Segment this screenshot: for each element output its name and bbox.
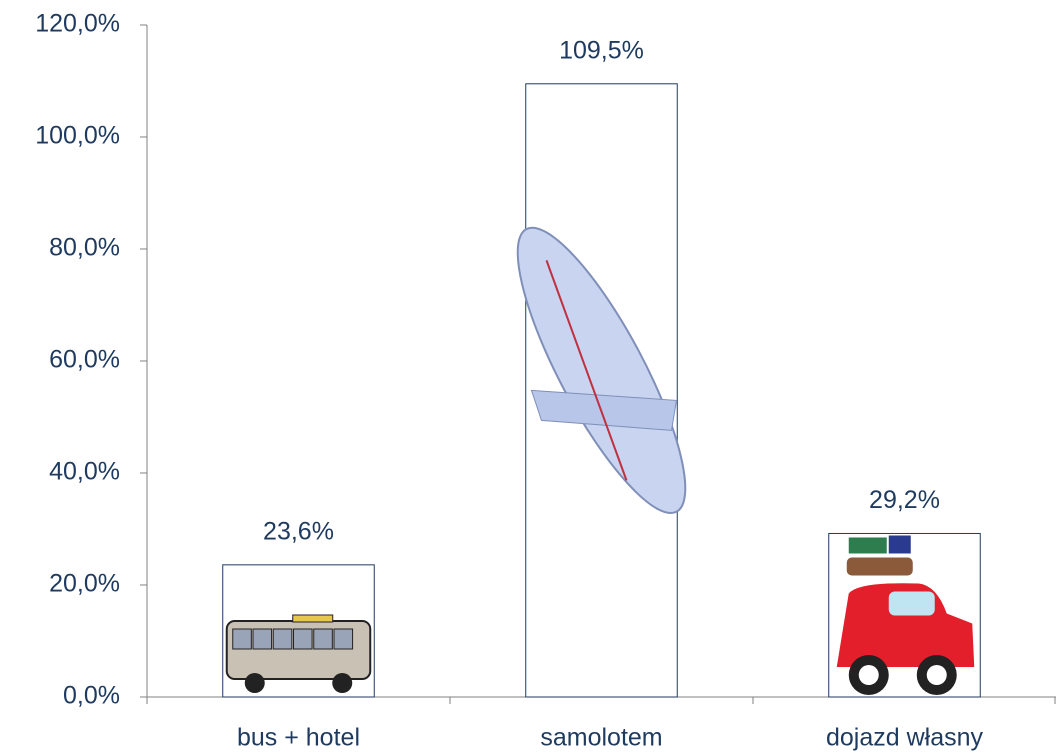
y-tick-label: 20,0%	[49, 570, 120, 598]
bar-icon	[225, 614, 372, 693]
y-tick-label: 60,0%	[49, 346, 120, 374]
icon-part	[926, 665, 947, 685]
y-tick-label: 40,0%	[49, 458, 120, 486]
icon-part	[858, 665, 879, 685]
icon-part	[272, 628, 293, 650]
icon-part	[836, 583, 975, 667]
bar-icon	[516, 226, 687, 515]
y-tick-label: 0,0%	[63, 682, 120, 710]
icon-part	[888, 535, 911, 554]
value-label: 23,6%	[263, 517, 334, 545]
icon-part	[888, 591, 935, 616]
icon-part	[848, 537, 887, 554]
icon-part	[332, 673, 353, 693]
y-tick-label: 80,0%	[49, 234, 120, 262]
bar-icon	[836, 535, 975, 695]
value-label: 109,5%	[559, 36, 644, 64]
x-tick-label: bus + hotel	[237, 724, 360, 752]
icon-part	[530, 389, 678, 431]
icon-part	[293, 628, 313, 650]
icon-part	[545, 260, 628, 481]
icon-part	[292, 614, 334, 623]
icon-part	[313, 628, 333, 650]
y-tick-label: 100,0%	[35, 122, 120, 150]
icon-part	[252, 628, 273, 650]
value-label: 29,2%	[869, 486, 940, 514]
icon-part	[232, 628, 252, 650]
icon-part	[846, 557, 913, 576]
icon-part	[244, 673, 265, 693]
icon-part	[333, 628, 354, 650]
x-tick-label: samolotem	[540, 724, 662, 752]
y-tick-label: 120,0%	[35, 10, 120, 38]
x-tick-label: dojazd własny	[826, 724, 984, 752]
